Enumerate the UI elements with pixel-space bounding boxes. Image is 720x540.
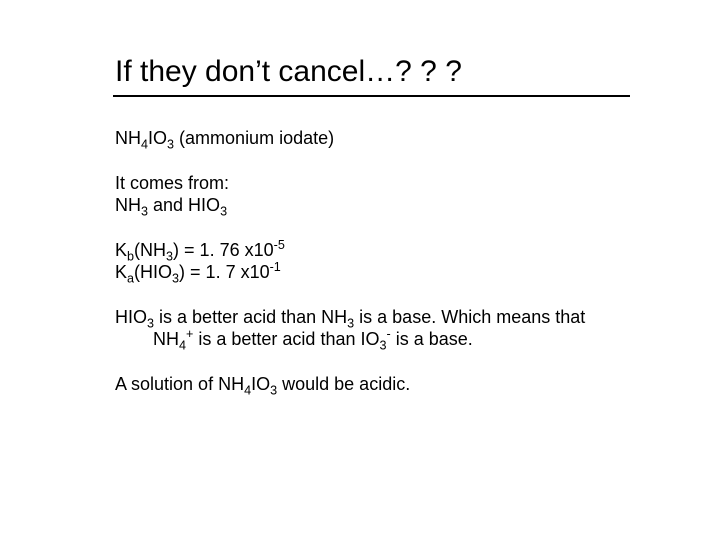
- text: is a better acid than NH: [154, 307, 347, 327]
- text: (HIO: [134, 262, 172, 282]
- text: ) = 1. 76 x10: [173, 240, 274, 260]
- text: IO: [251, 374, 270, 394]
- slide-body: If they don’t cancel…? ? ? NH4IO3 (ammon…: [0, 0, 720, 435]
- subscript: 3: [141, 205, 148, 219]
- subscript: 4: [179, 339, 186, 353]
- subscript: 3: [166, 249, 173, 263]
- constants-block: Kb(NH3) = 1. 76 x10-5 Ka(HIO3) = 1. 7 x1…: [115, 239, 630, 284]
- superscript: -1: [270, 260, 281, 274]
- subscript: 3: [167, 138, 174, 152]
- text: IO: [148, 128, 167, 148]
- subscript: b: [127, 249, 134, 263]
- title-underline: [113, 95, 630, 97]
- text: (NH: [134, 240, 166, 260]
- text: K: [115, 240, 127, 260]
- text: and HIO: [148, 195, 220, 215]
- compound-line: NH4IO3 (ammonium iodate): [115, 127, 630, 150]
- conclusion-line: A solution of NH4IO3 would be acidic.: [115, 373, 630, 396]
- text: (ammonium iodate): [174, 128, 334, 148]
- text: is a base.: [391, 329, 473, 349]
- comes-from-block: It comes from: NH3 and HIO3: [115, 172, 630, 217]
- subscript: 3: [147, 316, 154, 330]
- text: would be acidic.: [277, 374, 410, 394]
- subscript: 3: [379, 339, 386, 353]
- slide-title: If they don’t cancel…? ? ?: [115, 55, 630, 89]
- subscript: 4: [141, 138, 148, 152]
- subscript: 3: [220, 205, 227, 219]
- explanation-block: HIO3 is a better acid than NH3 is a base…: [115, 306, 630, 351]
- text: A solution of NH: [115, 374, 244, 394]
- text: NH: [115, 128, 141, 148]
- text: ) = 1. 7 x10: [179, 262, 270, 282]
- text: is a better acid than IO: [193, 329, 379, 349]
- text: NH: [115, 195, 141, 215]
- subscript: a: [127, 272, 134, 286]
- text: HIO: [115, 307, 147, 327]
- text: K: [115, 262, 127, 282]
- subscript: 3: [172, 272, 179, 286]
- superscript: -5: [274, 238, 285, 252]
- text: It comes from:: [115, 173, 229, 193]
